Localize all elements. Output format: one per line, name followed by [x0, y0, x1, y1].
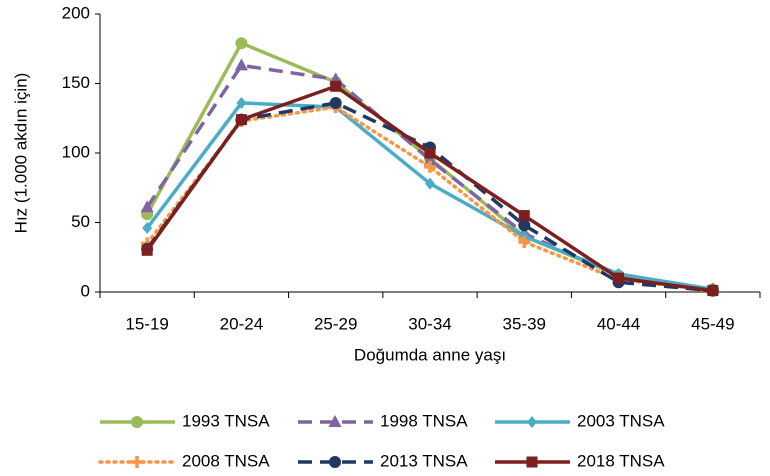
y-tick-label: 0: [81, 281, 90, 300]
marker: [707, 285, 719, 297]
marker: [329, 456, 341, 468]
marker: [526, 456, 538, 468]
x-axis-label: Doğumda anne yaşı: [354, 345, 506, 364]
legend-label: 1993 TNSA: [182, 411, 270, 430]
marker: [527, 416, 537, 428]
x-tick-label: 30-34: [408, 314, 451, 333]
legend-label: 2013 TNSA: [380, 451, 468, 470]
series-line: [145, 63, 714, 291]
x-tick-label: 25-29: [314, 314, 357, 333]
marker: [424, 147, 436, 159]
x-tick-label: 20-24: [220, 314, 263, 333]
x-tick-label: 45-49: [691, 314, 734, 333]
marker: [330, 80, 342, 92]
marker: [518, 210, 530, 222]
y-tick-label: 50: [71, 212, 90, 231]
marker: [236, 96, 247, 109]
marker: [518, 219, 531, 232]
marker: [425, 177, 435, 190]
legend-label: 2003 TNSA: [577, 411, 665, 430]
x-tick-label: 40-44: [597, 314, 640, 333]
marker: [424, 160, 436, 173]
marker: [235, 37, 248, 50]
marker: [131, 416, 143, 428]
marker: [613, 272, 625, 284]
y-tick-label: 150: [62, 73, 90, 92]
legend-label: 2018 TNSA: [577, 451, 665, 470]
y-axis-label: Hız (1.000 akdın için): [11, 73, 30, 234]
marker: [329, 96, 342, 109]
x-tick-label: 35-39: [503, 314, 546, 333]
legend-label: 2008 TNSA: [182, 451, 270, 470]
x-tick-label: 15-19: [125, 314, 168, 333]
marker: [131, 456, 143, 468]
legend-label: 1998 TNSA: [380, 411, 468, 430]
marker: [423, 152, 437, 165]
marker: [328, 415, 342, 427]
marker: [141, 244, 153, 256]
y-tick-label: 200: [62, 3, 90, 22]
marker: [518, 235, 531, 248]
marker: [234, 58, 248, 71]
marker: [140, 200, 154, 213]
marker: [235, 114, 247, 126]
marker: [142, 222, 153, 235]
y-tick-label: 100: [62, 142, 90, 161]
